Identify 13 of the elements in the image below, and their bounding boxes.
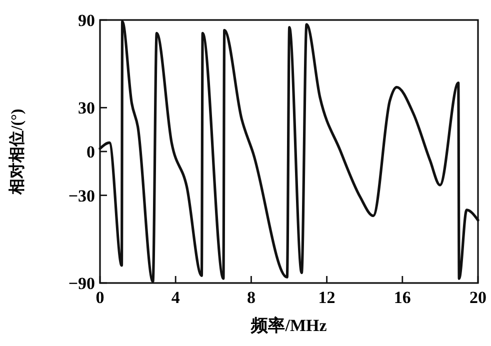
- y-axis-title: 相对相位/(°): [8, 108, 26, 196]
- y-tick-label: −30: [68, 186, 95, 206]
- y-tick-label: 0: [86, 142, 95, 162]
- y-tick-label: 90: [78, 11, 95, 30]
- y-tick-label: −90: [68, 274, 95, 293]
- x-tick-label: 20: [470, 288, 486, 307]
- x-tick-label: 12: [318, 288, 336, 307]
- x-tick-label: 8: [246, 288, 256, 307]
- x-tick-label: 16: [394, 288, 411, 307]
- line-series: [98, 20, 480, 283]
- y-tick-label: 30: [78, 98, 95, 118]
- x-tick-label: 4: [171, 288, 180, 307]
- x-axis-title: 频率/MHz: [250, 316, 328, 335]
